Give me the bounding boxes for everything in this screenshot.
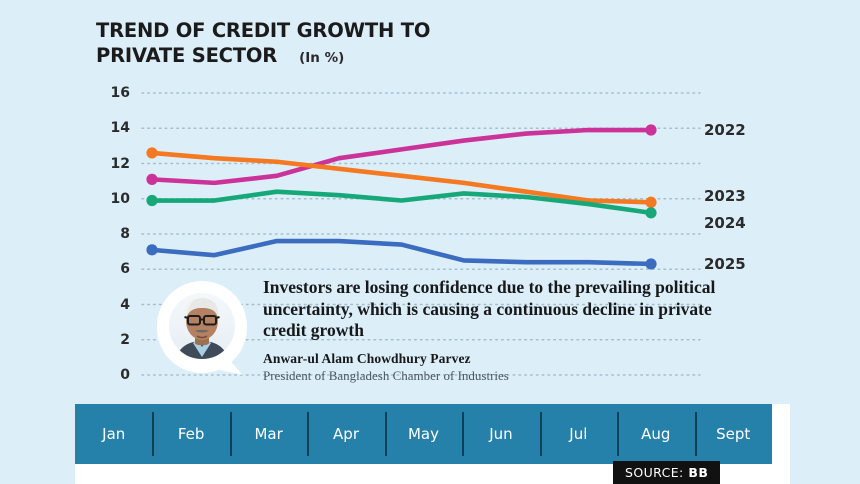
- series-end-label-2023: 2023: [704, 187, 746, 206]
- line-chart-svg: [141, 92, 701, 376]
- series-endpoint-2025: [645, 258, 657, 270]
- y-axis-tick-6: 6: [120, 261, 130, 278]
- x-axis-month-sept: Sept: [694, 404, 772, 464]
- title-block: TREND OF CREDIT GROWTH TO PRIVATE SECTOR…: [96, 19, 516, 68]
- series-line-2022: [149, 127, 654, 186]
- y-axis-tick-10: 10: [110, 190, 130, 207]
- source-value: BB: [688, 465, 709, 480]
- x-axis-month-mar: Mar: [229, 404, 307, 464]
- chart-title-line-2: PRIVATE SECTOR (In %): [96, 43, 516, 68]
- series-endpoint-2024: [146, 194, 158, 207]
- series-endpoint-2024: [645, 207, 657, 219]
- y-axis-tick-4: 4: [120, 296, 130, 313]
- x-axis-month-jun: Jun: [462, 404, 539, 464]
- series-endpoint-2022: [146, 173, 158, 185]
- chart-plot-area: 16 14 12 10 8 6 4 2 0 2022 2023 2024 2025: [96, 85, 746, 383]
- page-title-continued: PRIVATE SECTOR: [96, 43, 278, 67]
- x-axis-month-aug: Aug: [617, 404, 694, 464]
- x-axis-month-bar: Jan Feb Mar Apr May Jun Jul Aug Sept: [75, 404, 772, 464]
- quote-text: Investors are losing confidence due to t…: [263, 277, 716, 341]
- series-end-label-2024: 2024: [704, 213, 746, 232]
- avatar: [155, 281, 253, 379]
- x-axis-month-feb: Feb: [152, 404, 229, 464]
- series-end-label-2022: 2022: [704, 121, 746, 139]
- y-axis-tick-8: 8: [120, 226, 130, 242]
- y-axis: 16 14 12 10 8 6 4 2 0: [96, 85, 130, 383]
- x-axis-month-may: May: [384, 404, 462, 464]
- page-title: TREND OF CREDIT GROWTH TO: [96, 19, 431, 42]
- series-end-label-2025: 2025: [704, 254, 746, 273]
- quote-author: Anwar-ul Alam Chowdhury Parvez: [263, 351, 471, 367]
- quote-role: President of Bangladesh Chamber of Indus…: [263, 368, 509, 384]
- chart-unit-label: (In %): [299, 49, 345, 66]
- series-line-2024: [149, 189, 654, 216]
- y-axis-tick-2: 2: [120, 331, 130, 348]
- x-axis-month-apr: Apr: [307, 404, 384, 464]
- x-axis-month-jan: Jan: [102, 425, 126, 443]
- series-endpoint-2022: [645, 124, 657, 136]
- y-axis-tick-12: 12: [110, 155, 130, 172]
- x-axis-month-jul: Jul: [539, 404, 617, 464]
- y-axis-tick-14: 14: [110, 120, 130, 137]
- series-line-2023: [149, 150, 654, 205]
- quote-block: Investors are losing confidence due to t…: [263, 277, 753, 384]
- series-endpoint-2023: [645, 196, 657, 208]
- series-endpoint-2025: [146, 244, 158, 256]
- chart-title-line-1: TREND OF CREDIT GROWTH TO: [96, 19, 516, 43]
- series-lines: [146, 124, 657, 270]
- series-line-2025: [149, 238, 654, 267]
- source-badge: SOURCE: BB: [613, 461, 721, 484]
- series-endpoint-2023: [146, 147, 158, 159]
- source-label: SOURCE:: [625, 465, 684, 480]
- y-axis-tick-0: 0: [120, 367, 130, 383]
- y-axis-tick-16: 16: [110, 85, 130, 101]
